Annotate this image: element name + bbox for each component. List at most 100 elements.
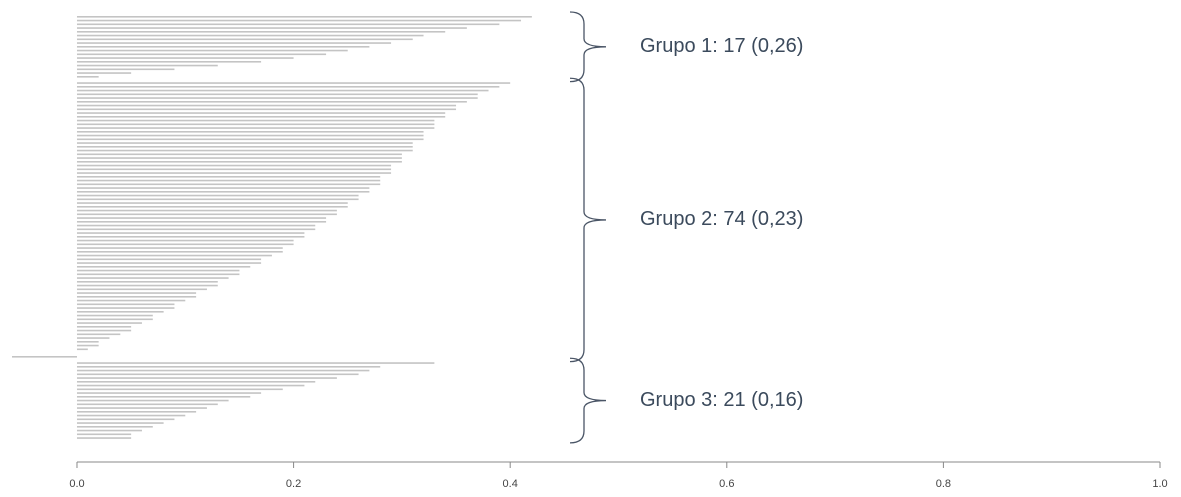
bar xyxy=(76,34,424,37)
bar xyxy=(76,146,413,148)
bar xyxy=(76,72,132,74)
bar xyxy=(76,112,446,114)
bar xyxy=(76,64,218,67)
group-label: Grupo 1: 17 (0,26) xyxy=(640,35,803,57)
bar xyxy=(76,23,500,26)
bar xyxy=(76,213,337,216)
bar xyxy=(76,194,359,197)
x-tick-label: 1.0 xyxy=(1152,478,1167,490)
bar xyxy=(76,164,392,167)
bar xyxy=(76,411,197,413)
bar xyxy=(76,183,381,186)
bar xyxy=(76,303,175,306)
bar xyxy=(76,86,500,88)
group-brace xyxy=(569,77,607,363)
bar xyxy=(76,108,457,111)
group-label: Grupo 2: 74 (0,23) xyxy=(640,208,803,230)
bar xyxy=(76,38,413,41)
bar xyxy=(76,116,446,118)
bar xyxy=(76,384,305,387)
bar xyxy=(76,76,99,78)
bar xyxy=(76,68,175,71)
bar xyxy=(76,97,478,99)
bar xyxy=(76,366,381,368)
bar xyxy=(76,123,435,126)
bar xyxy=(76,269,240,272)
bar xyxy=(76,49,348,52)
bar xyxy=(76,42,392,44)
bar xyxy=(12,356,77,358)
bar xyxy=(76,168,392,171)
bar xyxy=(76,228,316,231)
bar xyxy=(76,27,467,29)
x-tick-label: 0.8 xyxy=(936,478,951,490)
bar xyxy=(76,426,153,428)
bar xyxy=(76,344,99,347)
bar xyxy=(76,119,435,122)
bar xyxy=(76,388,283,391)
bar xyxy=(76,299,186,302)
x-tick-label: 0.6 xyxy=(719,478,734,490)
bar xyxy=(76,142,413,144)
bar xyxy=(76,369,370,372)
bar xyxy=(76,16,532,18)
bar xyxy=(76,326,132,328)
bar xyxy=(76,281,218,283)
bar xyxy=(76,187,370,189)
bar xyxy=(76,418,175,421)
group-brace xyxy=(569,357,607,444)
bar xyxy=(76,318,153,321)
bar xyxy=(76,373,359,376)
bar xyxy=(76,82,511,84)
bar xyxy=(76,153,402,156)
bar xyxy=(76,93,478,96)
bar xyxy=(76,296,197,298)
bar xyxy=(76,46,370,48)
bar xyxy=(76,224,316,227)
bar xyxy=(76,322,142,324)
bar xyxy=(76,362,435,364)
x-tick-label: 0.4 xyxy=(503,478,518,490)
bar xyxy=(76,437,132,439)
bar xyxy=(76,243,294,246)
bar xyxy=(76,209,337,212)
bar xyxy=(76,172,392,174)
bar xyxy=(76,262,262,264)
bar xyxy=(76,414,186,417)
bar xyxy=(76,254,272,257)
bar xyxy=(76,236,305,238)
bar xyxy=(76,348,88,351)
bar xyxy=(76,381,316,383)
bar xyxy=(76,179,381,182)
bar xyxy=(76,191,370,193)
bar xyxy=(76,333,121,336)
bar xyxy=(76,89,489,92)
bar xyxy=(76,131,424,133)
bar xyxy=(76,176,381,178)
group-label: Grupo 3: 21 (0,16) xyxy=(640,389,803,411)
bar xyxy=(76,19,522,22)
bar xyxy=(76,157,402,159)
bar xyxy=(76,198,359,201)
x-tick-label: 0.2 xyxy=(286,478,301,490)
bar xyxy=(76,377,337,379)
bar xyxy=(76,407,207,409)
bar xyxy=(76,433,132,436)
bar xyxy=(76,396,251,398)
x-tick-label: 0.0 xyxy=(69,478,84,490)
bar xyxy=(76,206,348,208)
bar xyxy=(76,337,110,339)
bar xyxy=(76,314,153,317)
bar xyxy=(76,429,142,432)
bar xyxy=(76,101,467,103)
bar xyxy=(76,149,413,152)
bar xyxy=(76,232,305,234)
bar xyxy=(76,403,218,406)
bar xyxy=(76,104,457,107)
bar xyxy=(76,288,207,291)
bar xyxy=(76,273,240,276)
bar xyxy=(76,221,327,223)
bar xyxy=(76,307,175,309)
bar xyxy=(76,284,218,287)
